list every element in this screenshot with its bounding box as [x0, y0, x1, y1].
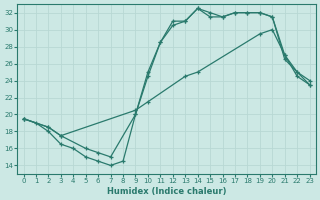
X-axis label: Humidex (Indice chaleur): Humidex (Indice chaleur) [107, 187, 226, 196]
